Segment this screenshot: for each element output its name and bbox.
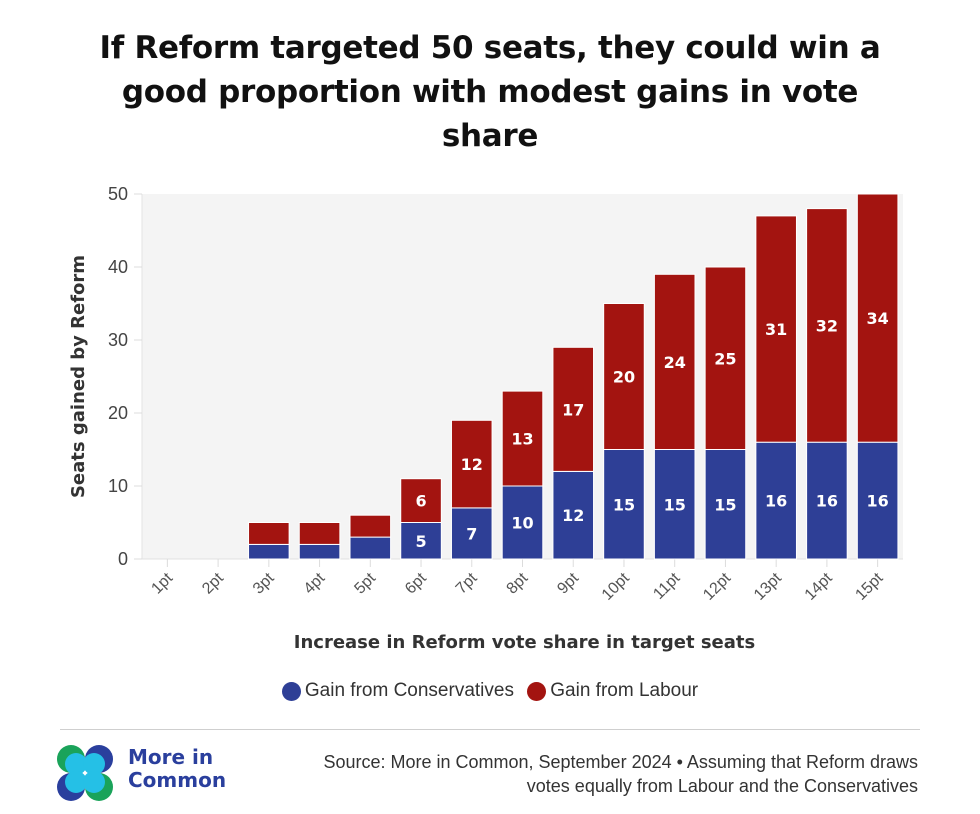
chart-title: If Reform targeted 50 seats, they could … — [40, 26, 940, 158]
data-label-labour: 6 — [415, 492, 426, 511]
data-label-conservatives: 7 — [466, 524, 477, 543]
data-label-labour: 20 — [613, 368, 635, 387]
bar-conservatives — [248, 543, 290, 560]
title-line-3: share — [441, 118, 539, 154]
x-axis-title: Increase in Reform vote share in target … — [294, 632, 755, 653]
legend-swatch-labour — [527, 681, 547, 701]
bar-conservatives — [755, 441, 797, 560]
bar-conservatives — [552, 470, 595, 560]
legend-item-conservatives[interactable]: Gain from Conservatives — [281, 680, 514, 702]
source-line-1: Source: More in Common, September 2024 •… — [323, 752, 918, 772]
data-label-conservatives: 15 — [664, 495, 686, 514]
data-label-conservatives: 15 — [613, 495, 635, 514]
x-tick-label: 8pt — [504, 569, 532, 597]
data-label-conservatives: 5 — [415, 532, 426, 551]
x-tick-label: 13pt — [751, 569, 785, 603]
y-tick-label: 0 — [118, 549, 128, 569]
data-label-labour: 24 — [664, 353, 686, 372]
legend-label-labour: Gain from Labour — [550, 680, 699, 701]
data-label-conservatives: 15 — [714, 495, 736, 514]
data-label-labour: 25 — [714, 349, 736, 368]
bar-labour — [806, 208, 848, 443]
bar-conservatives — [653, 449, 696, 560]
data-label-labour: 31 — [765, 320, 787, 339]
stacked-bar-chart: 0 10 20 30 40 50 Seats gained by Reform 1pt 2pt 3… — [68, 184, 903, 653]
bar-labour — [552, 346, 595, 472]
bar-conservatives — [806, 441, 848, 560]
x-tick-label: 4pt — [301, 569, 329, 597]
bar-conservatives — [298, 543, 341, 560]
legend: Gain from Conservatives Gain from Labour — [0, 680, 980, 707]
bar-conservatives — [704, 449, 747, 560]
x-tick-label: 6pt — [402, 569, 430, 597]
bar-labour — [704, 266, 747, 450]
data-label-labour: 34 — [867, 309, 889, 328]
more-in-common-logo-icon — [57, 745, 113, 801]
logo-text-line-1: More in — [128, 745, 214, 769]
source-note: Source: More in Common, September 2024 •… — [218, 750, 918, 798]
data-label-conservatives: 12 — [562, 506, 584, 525]
x-tick-label: 7pt — [453, 569, 481, 597]
title-line-1: If Reform targeted 50 seats, they could … — [99, 30, 881, 66]
x-tick-label: 11pt — [650, 569, 684, 603]
x-tick-label: 2pt — [199, 569, 227, 597]
bar-labour — [349, 514, 392, 538]
bar-labour — [450, 419, 493, 509]
data-label-conservatives: 16 — [765, 492, 787, 511]
footer-divider — [60, 729, 920, 730]
y-axis-title: Seats gained by Reform — [68, 255, 89, 498]
y-tick-label: 20 — [108, 403, 128, 423]
bar-conservatives — [501, 485, 544, 560]
bar-conservatives — [603, 449, 645, 560]
bar-conservatives — [400, 522, 442, 560]
bar-labour — [603, 303, 645, 450]
bar-labour — [755, 215, 797, 443]
data-label-labour: 12 — [461, 455, 483, 474]
bar-labour — [298, 522, 341, 545]
legend-swatch-conservatives — [281, 681, 301, 701]
bar-conservatives — [349, 536, 392, 560]
x-tick-label: 9pt — [554, 569, 582, 597]
logo-text-line-2: Common — [128, 768, 227, 792]
logo-text: More in Common — [128, 746, 226, 792]
title-line-2: good proportion with modest gains in vot… — [121, 74, 859, 110]
bar-labour — [653, 273, 696, 450]
y-tick-label: 40 — [108, 257, 128, 277]
y-tick-label: 50 — [108, 184, 128, 204]
data-label-labour: 32 — [816, 316, 838, 335]
legend-item-labour[interactable]: Gain from Labour — [527, 680, 698, 702]
y-tick-label: 30 — [108, 330, 128, 350]
y-tick-label: 10 — [108, 476, 128, 496]
data-label-labour: 13 — [511, 430, 533, 449]
bar-labour — [400, 478, 442, 524]
data-label-labour: 17 — [562, 400, 584, 419]
x-tick-label: 5pt — [351, 569, 379, 597]
x-tick-label: 15pt — [852, 569, 886, 603]
x-tick-label: 1pt — [148, 569, 176, 597]
legend-label-conservatives: Gain from Conservatives — [304, 680, 514, 701]
bar-labour — [501, 390, 544, 487]
bar-labour — [856, 193, 899, 443]
data-label-conservatives: 16 — [816, 492, 838, 511]
bar-conservatives — [856, 441, 899, 560]
x-tick-label: 10pt — [599, 569, 633, 603]
x-tick-label: 14pt — [802, 569, 836, 603]
data-label-conservatives: 16 — [867, 492, 889, 511]
x-tick-label: 12pt — [700, 569, 734, 603]
bar-labour — [248, 522, 290, 545]
source-line-2: votes equally from Labour and the Conser… — [526, 776, 918, 796]
x-tick-label: 3pt — [250, 569, 278, 597]
data-label-conservatives: 10 — [511, 514, 533, 533]
